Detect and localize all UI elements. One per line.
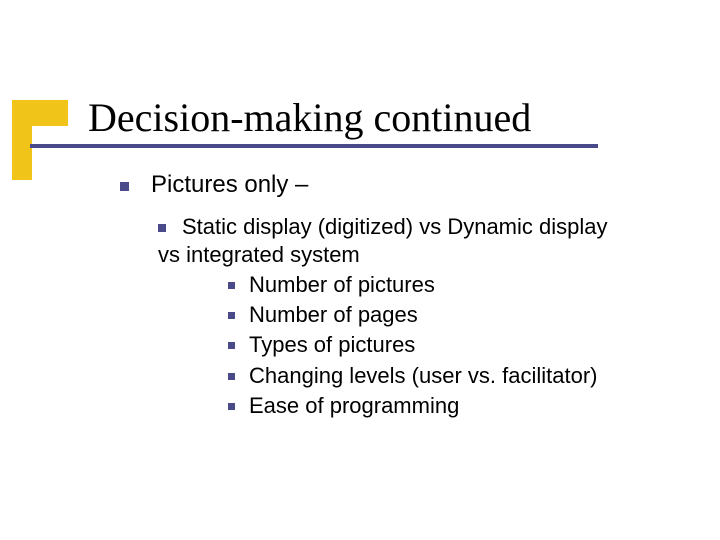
bullet-l2: Static display (digitized) vs Dynamic di… [158, 213, 680, 420]
l3-text: Number of pages [249, 301, 418, 329]
bullet-l3: Number of pages [228, 301, 680, 329]
bullet-l1: Pictures only – [120, 170, 680, 201]
l3-text: Ease of programming [249, 392, 459, 420]
l1-text: Pictures only – [151, 170, 308, 201]
bullet-l3: Ease of programming [228, 392, 680, 420]
bullet-l3: Types of pictures [228, 331, 680, 359]
l3-text: Number of pictures [249, 271, 435, 299]
accent-bar-top [12, 100, 68, 126]
l2-line1: Static display (digitized) vs Dynamic di… [182, 214, 608, 239]
l3-text: Types of pictures [249, 331, 415, 359]
square-bullet-icon [228, 342, 235, 349]
square-bullet-icon [158, 224, 166, 232]
l3-list: Number of picturesNumber of pagesTypes o… [228, 271, 680, 420]
square-bullet-icon [228, 282, 235, 289]
title-text: Decision-making continued [88, 95, 531, 140]
bullet-l3: Changing levels (user vs. facilitator) [228, 362, 680, 390]
square-bullet-icon [228, 373, 235, 380]
l2-text-block: Static display (digitized) vs Dynamic di… [158, 213, 680, 269]
square-bullet-icon [120, 182, 129, 191]
accent-bar-side [12, 126, 32, 180]
slide-title: Decision-making continued [88, 94, 531, 141]
l3-text: Changing levels (user vs. facilitator) [249, 362, 597, 390]
square-bullet-icon [228, 312, 235, 319]
slide: Decision-making continued Pictures only … [0, 0, 720, 540]
slide-body: Pictures only – Static display (digitize… [120, 170, 680, 420]
l2-line2: vs integrated system [158, 242, 360, 267]
title-underline [30, 144, 598, 148]
square-bullet-icon [228, 403, 235, 410]
bullet-l3: Number of pictures [228, 271, 680, 299]
